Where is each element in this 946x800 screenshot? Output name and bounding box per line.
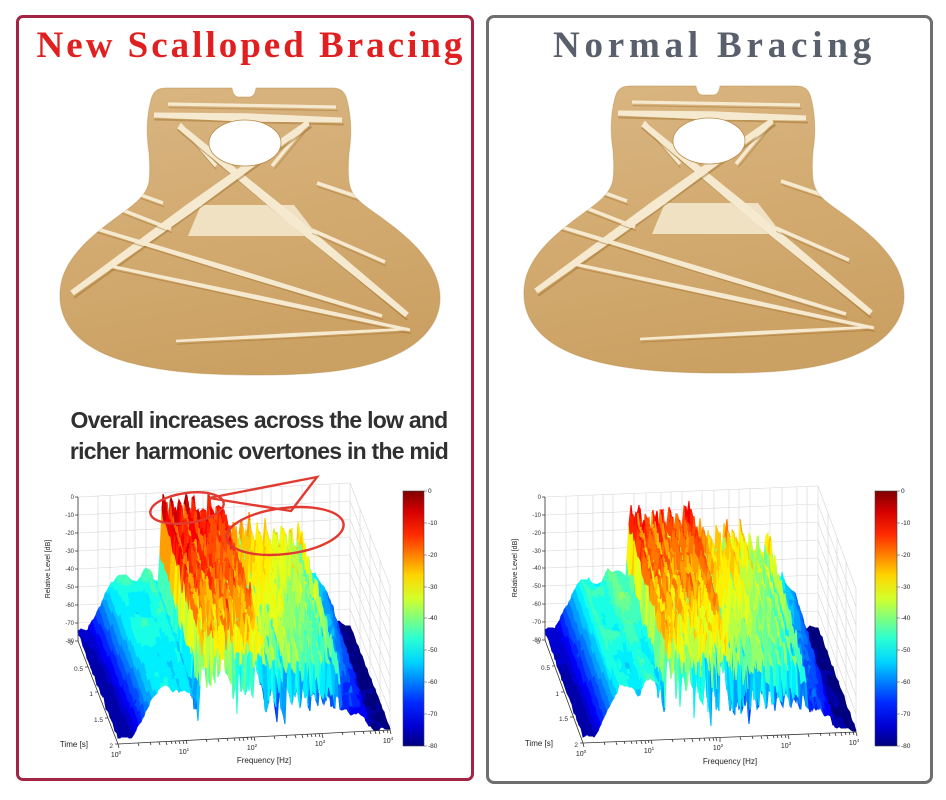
svg-text:1: 1 xyxy=(555,691,559,698)
svg-text:104: 104 xyxy=(383,736,394,745)
svg-text:1: 1 xyxy=(89,691,93,698)
svg-text:-20: -20 xyxy=(901,552,911,559)
svg-text:0.5: 0.5 xyxy=(541,665,550,672)
svg-text:-50: -50 xyxy=(901,647,911,654)
svg-text:1.5: 1.5 xyxy=(94,717,103,724)
svg-text:102: 102 xyxy=(713,743,724,752)
svg-text:0: 0 xyxy=(901,488,905,495)
svg-text:-30: -30 xyxy=(532,549,541,555)
svg-text:-30: -30 xyxy=(901,584,911,591)
svg-text:0.5: 0.5 xyxy=(74,666,83,673)
svg-text:2: 2 xyxy=(109,743,113,750)
svg-text:-10: -10 xyxy=(65,513,74,519)
svg-text:-80: -80 xyxy=(65,639,74,645)
svg-text:103: 103 xyxy=(315,739,326,748)
svg-text:101: 101 xyxy=(644,746,655,755)
svg-text:-50: -50 xyxy=(532,584,541,590)
svg-text:-40: -40 xyxy=(532,566,541,572)
svg-text:Relative Level [dB]: Relative Level [dB] xyxy=(45,540,52,598)
svg-text:-10: -10 xyxy=(428,520,438,527)
svg-text:102: 102 xyxy=(247,743,258,752)
svg-text:103: 103 xyxy=(781,741,792,750)
svg-text:-60: -60 xyxy=(532,602,541,608)
svg-text:Time [s]: Time [s] xyxy=(60,740,88,749)
svg-text:-40: -40 xyxy=(65,567,74,573)
svg-text:Time [s]: Time [s] xyxy=(525,739,553,748)
svg-text:-50: -50 xyxy=(65,585,74,591)
svg-text:-20: -20 xyxy=(428,552,438,559)
svg-text:-70: -70 xyxy=(428,711,438,718)
svg-text:Frequency [Hz]: Frequency [Hz] xyxy=(703,757,757,766)
svg-text:1.5: 1.5 xyxy=(559,716,568,723)
svg-text:-30: -30 xyxy=(428,584,438,591)
svg-text:0: 0 xyxy=(71,495,75,501)
svg-text:-70: -70 xyxy=(901,711,911,718)
svg-text:-60: -60 xyxy=(65,603,74,609)
svg-text:-80: -80 xyxy=(901,743,911,750)
svg-text:-70: -70 xyxy=(532,620,541,626)
svg-text:-20: -20 xyxy=(532,531,541,537)
svg-text:-70: -70 xyxy=(65,621,74,627)
svg-text:-20: -20 xyxy=(65,531,74,537)
svg-text:Frequency [Hz]: Frequency [Hz] xyxy=(237,756,291,765)
svg-text:-60: -60 xyxy=(901,679,911,686)
svg-text:0: 0 xyxy=(69,640,73,647)
svg-text:100: 100 xyxy=(111,750,122,759)
svg-text:-30: -30 xyxy=(65,549,74,555)
svg-text:-10: -10 xyxy=(532,513,541,519)
svg-text:Relative Level [dB]: Relative Level [dB] xyxy=(512,539,519,597)
svg-text:0: 0 xyxy=(538,495,542,501)
svg-text:-80: -80 xyxy=(428,743,438,750)
svg-text:101: 101 xyxy=(179,747,190,756)
svg-text:-10: -10 xyxy=(901,520,911,527)
svg-text:0: 0 xyxy=(428,488,432,495)
svg-text:-60: -60 xyxy=(428,679,438,686)
svg-text:-40: -40 xyxy=(901,615,911,622)
svg-text:104: 104 xyxy=(849,738,860,747)
svg-text:2: 2 xyxy=(574,742,578,749)
svg-text:0: 0 xyxy=(536,639,540,646)
svg-text:-80: -80 xyxy=(532,638,541,644)
svg-text:100: 100 xyxy=(576,749,587,758)
svg-text:-40: -40 xyxy=(428,615,438,622)
svg-text:-50: -50 xyxy=(428,647,438,654)
